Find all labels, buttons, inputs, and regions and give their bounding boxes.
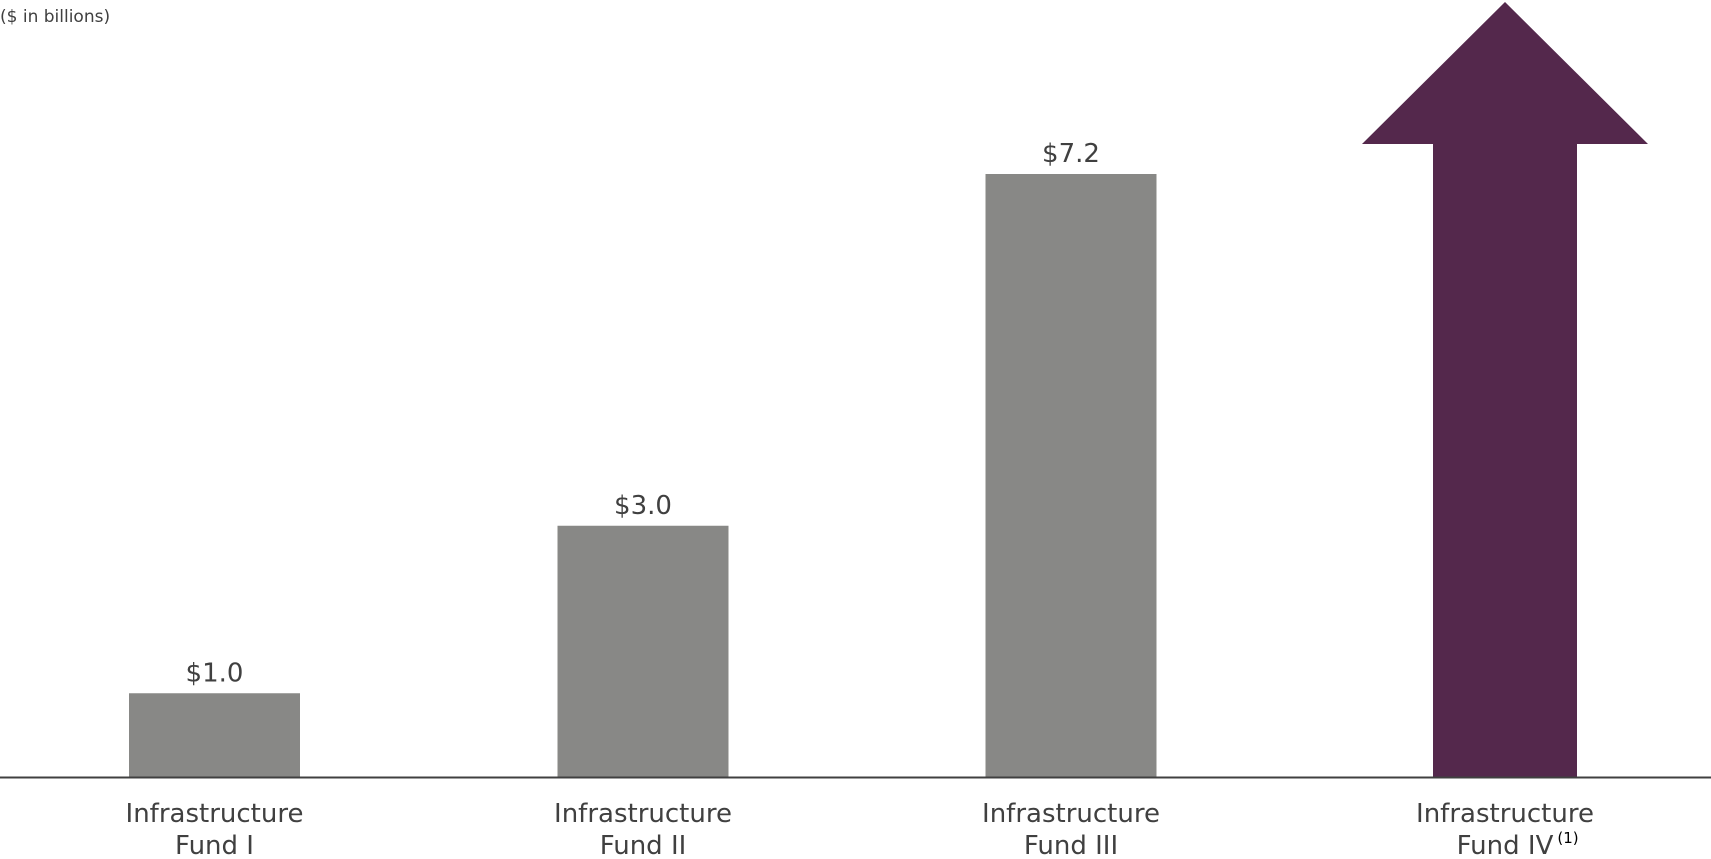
category-label-line1: Infrastructure xyxy=(982,799,1160,829)
category-label-line1: Infrastructure xyxy=(126,799,304,829)
category-label-line2: Fund II xyxy=(600,831,687,859)
category-label-line2: Fund IV xyxy=(1457,831,1554,859)
growth-arrow xyxy=(1362,2,1648,777)
bar-1 xyxy=(129,693,300,777)
unit-label: ($ in billions) xyxy=(0,7,111,27)
value-label-2: $3.0 xyxy=(614,491,672,521)
value-label-1: $1.0 xyxy=(186,658,244,688)
category-label-line2: Fund III xyxy=(1024,831,1118,859)
footnote-marker: (1) xyxy=(1557,829,1578,847)
bar-2 xyxy=(557,525,729,777)
category-label-line2: Fund I xyxy=(175,831,254,859)
category-label-line1: Infrastructure xyxy=(554,799,732,829)
value-label-3: $7.2 xyxy=(1042,139,1100,169)
bar-3 xyxy=(985,174,1157,777)
category-label-line1: Infrastructure xyxy=(1416,799,1594,829)
